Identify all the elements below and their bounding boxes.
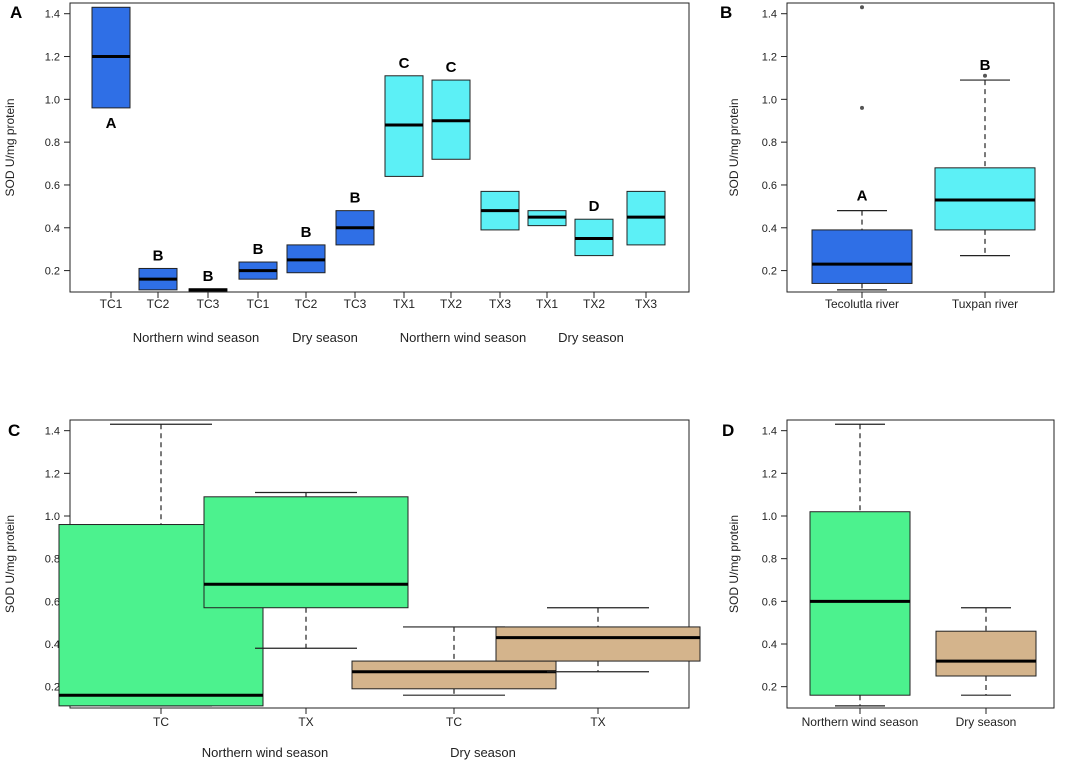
significance-letter: A — [857, 188, 868, 205]
y-tick-label: 0.8 — [45, 137, 60, 149]
panel-b: B SOD U/mg protein 0.2 0.4 0.6 0.8 1.0 1.2 1.4 Te… — [720, 2, 1055, 311]
significance-letter: B — [980, 57, 991, 74]
y-tick-label: 0.2 — [45, 266, 60, 278]
y-tick-label: 1.4 — [762, 426, 777, 438]
box — [935, 630, 1037, 677]
significance-letter: C — [446, 59, 457, 76]
panel-c: C SOD U/mg protein 0.2 0.4 0.6 0.8 1.0 1.2 1.4 TC… — [3, 419, 701, 760]
y-tick-label: 0.6 — [762, 180, 777, 192]
y-tick-label: 0.8 — [762, 554, 777, 566]
y-axis-label: SOD U/mg protein — [3, 98, 17, 196]
x-tick-label: TC1 — [247, 297, 270, 311]
x-tick-label: Tuxpan river — [952, 297, 1018, 311]
y-tick-label: 1.0 — [762, 94, 777, 106]
plot-frame — [69, 2, 690, 293]
x-tick-label: TX1 — [393, 297, 415, 311]
box — [351, 660, 557, 690]
x-tick-label: TX — [298, 715, 313, 729]
y-tick-label: 1.2 — [45, 52, 60, 64]
y-tick-label: 0.2 — [762, 682, 777, 694]
box — [58, 524, 264, 707]
box — [811, 229, 913, 284]
y-tick-label: 0.8 — [45, 554, 60, 566]
y-tick-label: 0.6 — [45, 180, 60, 192]
significance-letter: B — [253, 241, 264, 258]
y-tick-label: 0.4 — [762, 639, 777, 651]
panel-a: A SOD U/mg protein 0.2 0.4 0.6 0.8 1.0 1.2 1.4 TC… — [3, 2, 690, 345]
panel-d: D SOD U/mg protein 0.2 0.4 0.6 0.8 1.0 1.2 1.4 No… — [722, 419, 1055, 729]
y-tick-label: 0.4 — [762, 223, 777, 235]
x-tick-label: TC2 — [295, 297, 318, 311]
y-axis-label: SOD U/mg protein — [727, 98, 741, 196]
significance-letter: B — [153, 247, 164, 264]
y-axis-label: SOD U/mg protein — [727, 515, 741, 613]
significance-letter: D — [589, 198, 600, 215]
x-tick-label: TX3 — [489, 297, 511, 311]
y-tick-label: 1.0 — [45, 511, 60, 523]
y-tick-label: 0.6 — [45, 596, 60, 608]
y-axis-label: SOD U/mg protein — [3, 515, 17, 613]
significance-letter: B — [203, 268, 214, 285]
x-tick-label: Northern wind season — [802, 715, 919, 729]
y-tick-label: 0.2 — [45, 682, 60, 694]
box — [495, 626, 701, 662]
x-tick-label: TX — [590, 715, 605, 729]
significance-letter: A — [106, 115, 117, 132]
x-tick-label: Tecolutla river — [825, 297, 899, 311]
y-tick-label: 0.4 — [45, 223, 60, 235]
x-tick-label: TC3 — [197, 297, 220, 311]
x-tick-label: TX3 — [635, 297, 657, 311]
plot-frame — [786, 419, 1055, 709]
panel-label: A — [10, 3, 22, 22]
panel-label: C — [8, 421, 20, 440]
outlier-point — [983, 73, 987, 78]
group-label: Northern wind season — [400, 330, 526, 345]
plot-frame — [786, 2, 1055, 293]
y-tick-label: 1.2 — [762, 52, 777, 64]
x-tick-label: TC1 — [100, 297, 123, 311]
outlier-point — [860, 5, 864, 10]
y-tick-label: 1.4 — [45, 426, 60, 438]
x-tick-label: TX1 — [536, 297, 558, 311]
x-tick-label: TC — [153, 715, 169, 729]
group-label: Northern wind season — [133, 330, 259, 345]
y-tick-label: 1.4 — [762, 9, 777, 21]
y-tick-label: 1.0 — [45, 94, 60, 106]
x-tick-label: TC2 — [147, 297, 170, 311]
significance-letter: B — [350, 190, 361, 207]
y-tick-label: 0.4 — [45, 639, 60, 651]
x-tick-label: TC — [446, 715, 462, 729]
x-tick-label: TX2 — [440, 297, 462, 311]
x-tick-label: Dry season — [956, 715, 1017, 729]
y-tick-label: 1.2 — [762, 468, 777, 480]
group-label: Dry season — [450, 745, 516, 760]
group-label: Northern wind season — [202, 745, 328, 760]
y-tick-label: 1.0 — [762, 511, 777, 523]
x-tick-label: TX2 — [583, 297, 605, 311]
y-tick-label: 0.2 — [762, 266, 777, 278]
significance-letter: C — [399, 55, 410, 72]
panel-label: D — [722, 421, 734, 440]
significance-letter: B — [301, 224, 312, 241]
y-tick-label: 1.4 — [45, 9, 60, 21]
y-tick-label: 1.2 — [45, 468, 60, 480]
panel-label: B — [720, 3, 732, 22]
group-label: Dry season — [292, 330, 358, 345]
y-tick-label: 0.8 — [762, 137, 777, 149]
group-label: Dry season — [558, 330, 624, 345]
box — [809, 511, 911, 696]
outlier-point — [860, 105, 864, 110]
y-tick-label: 0.6 — [762, 596, 777, 608]
box — [203, 496, 409, 609]
x-tick-label: TC3 — [344, 297, 367, 311]
